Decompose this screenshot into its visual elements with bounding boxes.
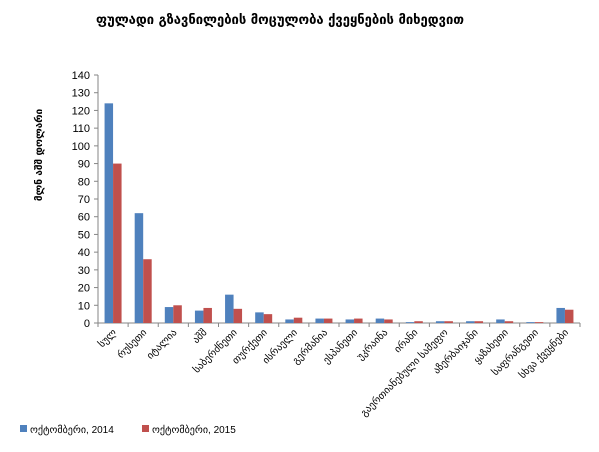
bar-series-1	[134, 213, 144, 323]
x-category-label: უკრაინა	[354, 327, 390, 363]
bar-series-1	[225, 294, 234, 323]
chart-title: ფულადი გზავნილების მოცულობა ქვეყნების მი…	[96, 13, 464, 28]
legend: ოქტომბერი, 2014 ოქტომბერი, 2015	[20, 424, 236, 436]
bar-series-2	[113, 163, 122, 323]
bar-series-2	[323, 318, 333, 323]
y-tick-label: 130	[72, 88, 90, 100]
bar-series-2	[143, 259, 152, 323]
bar-series-1	[104, 103, 114, 323]
bar-series-1	[405, 322, 415, 323]
bar-series-2	[263, 314, 273, 323]
bar-series-2	[444, 321, 453, 323]
bar-series-2	[474, 321, 484, 323]
y-tick-label: 0	[84, 318, 90, 330]
x-category-label: ირანი	[392, 327, 421, 356]
bar-series-1	[466, 321, 475, 323]
bar-series-2	[203, 307, 212, 323]
bar-series-1	[375, 318, 385, 323]
legend-label-series-2: ოქტომბერი, 2015	[152, 424, 236, 436]
bar-series-1	[164, 307, 174, 323]
y-tick-label: 90	[78, 159, 90, 171]
bar-series-1	[496, 319, 505, 323]
bar-series-2	[233, 308, 243, 323]
y-tick-label: 110	[72, 123, 90, 135]
bar-series-2	[173, 305, 182, 323]
y-tick-label: 60	[78, 212, 90, 224]
bar-series-1	[526, 322, 535, 323]
bar-series-1	[315, 318, 324, 323]
x-category-label: სულ	[96, 326, 120, 350]
x-category-label: აშშ	[190, 327, 209, 346]
y-tick-label: 20	[78, 283, 90, 295]
bar-series-2	[534, 322, 544, 323]
bar-series-1	[345, 319, 355, 323]
y-axis-label: მლნ აშშ დოლარი	[33, 108, 45, 201]
x-category-label: რუსეთი	[115, 327, 149, 361]
x-category-label: იტალია	[145, 327, 179, 361]
bar-series-2	[384, 319, 393, 323]
y-tick-label: 100	[72, 141, 90, 153]
bar-series-2	[293, 317, 303, 323]
bar-series-1	[435, 321, 445, 323]
bar-series-2	[354, 318, 363, 323]
y-tick-label: 120	[72, 105, 90, 117]
bar-series-1	[255, 312, 264, 323]
y-tick-label: 30	[78, 265, 90, 277]
y-tick-label: 140	[72, 70, 90, 82]
legend-swatch-series-2	[142, 425, 149, 432]
plot-area: 0 10 20 30 40 50 60 70 80 90 100 110 120 130 140 სულრუს…	[72, 70, 581, 419]
y-tick-label: 10	[78, 300, 90, 312]
legend-swatch-series-1	[20, 425, 27, 432]
y-tick-label: 40	[78, 247, 90, 259]
bar-series-2	[564, 309, 574, 323]
y-tick-label: 50	[78, 229, 90, 241]
bar-series-1	[194, 310, 204, 323]
bar-series-2	[414, 321, 423, 323]
y-tick-label: 80	[78, 176, 90, 188]
bar-series-1	[285, 319, 294, 323]
y-tick-label: 70	[78, 194, 90, 206]
legend-label-series-1: ოქტომბერი, 2014	[30, 424, 114, 436]
bar-series-1	[556, 307, 565, 323]
bar-series-2	[504, 321, 514, 323]
